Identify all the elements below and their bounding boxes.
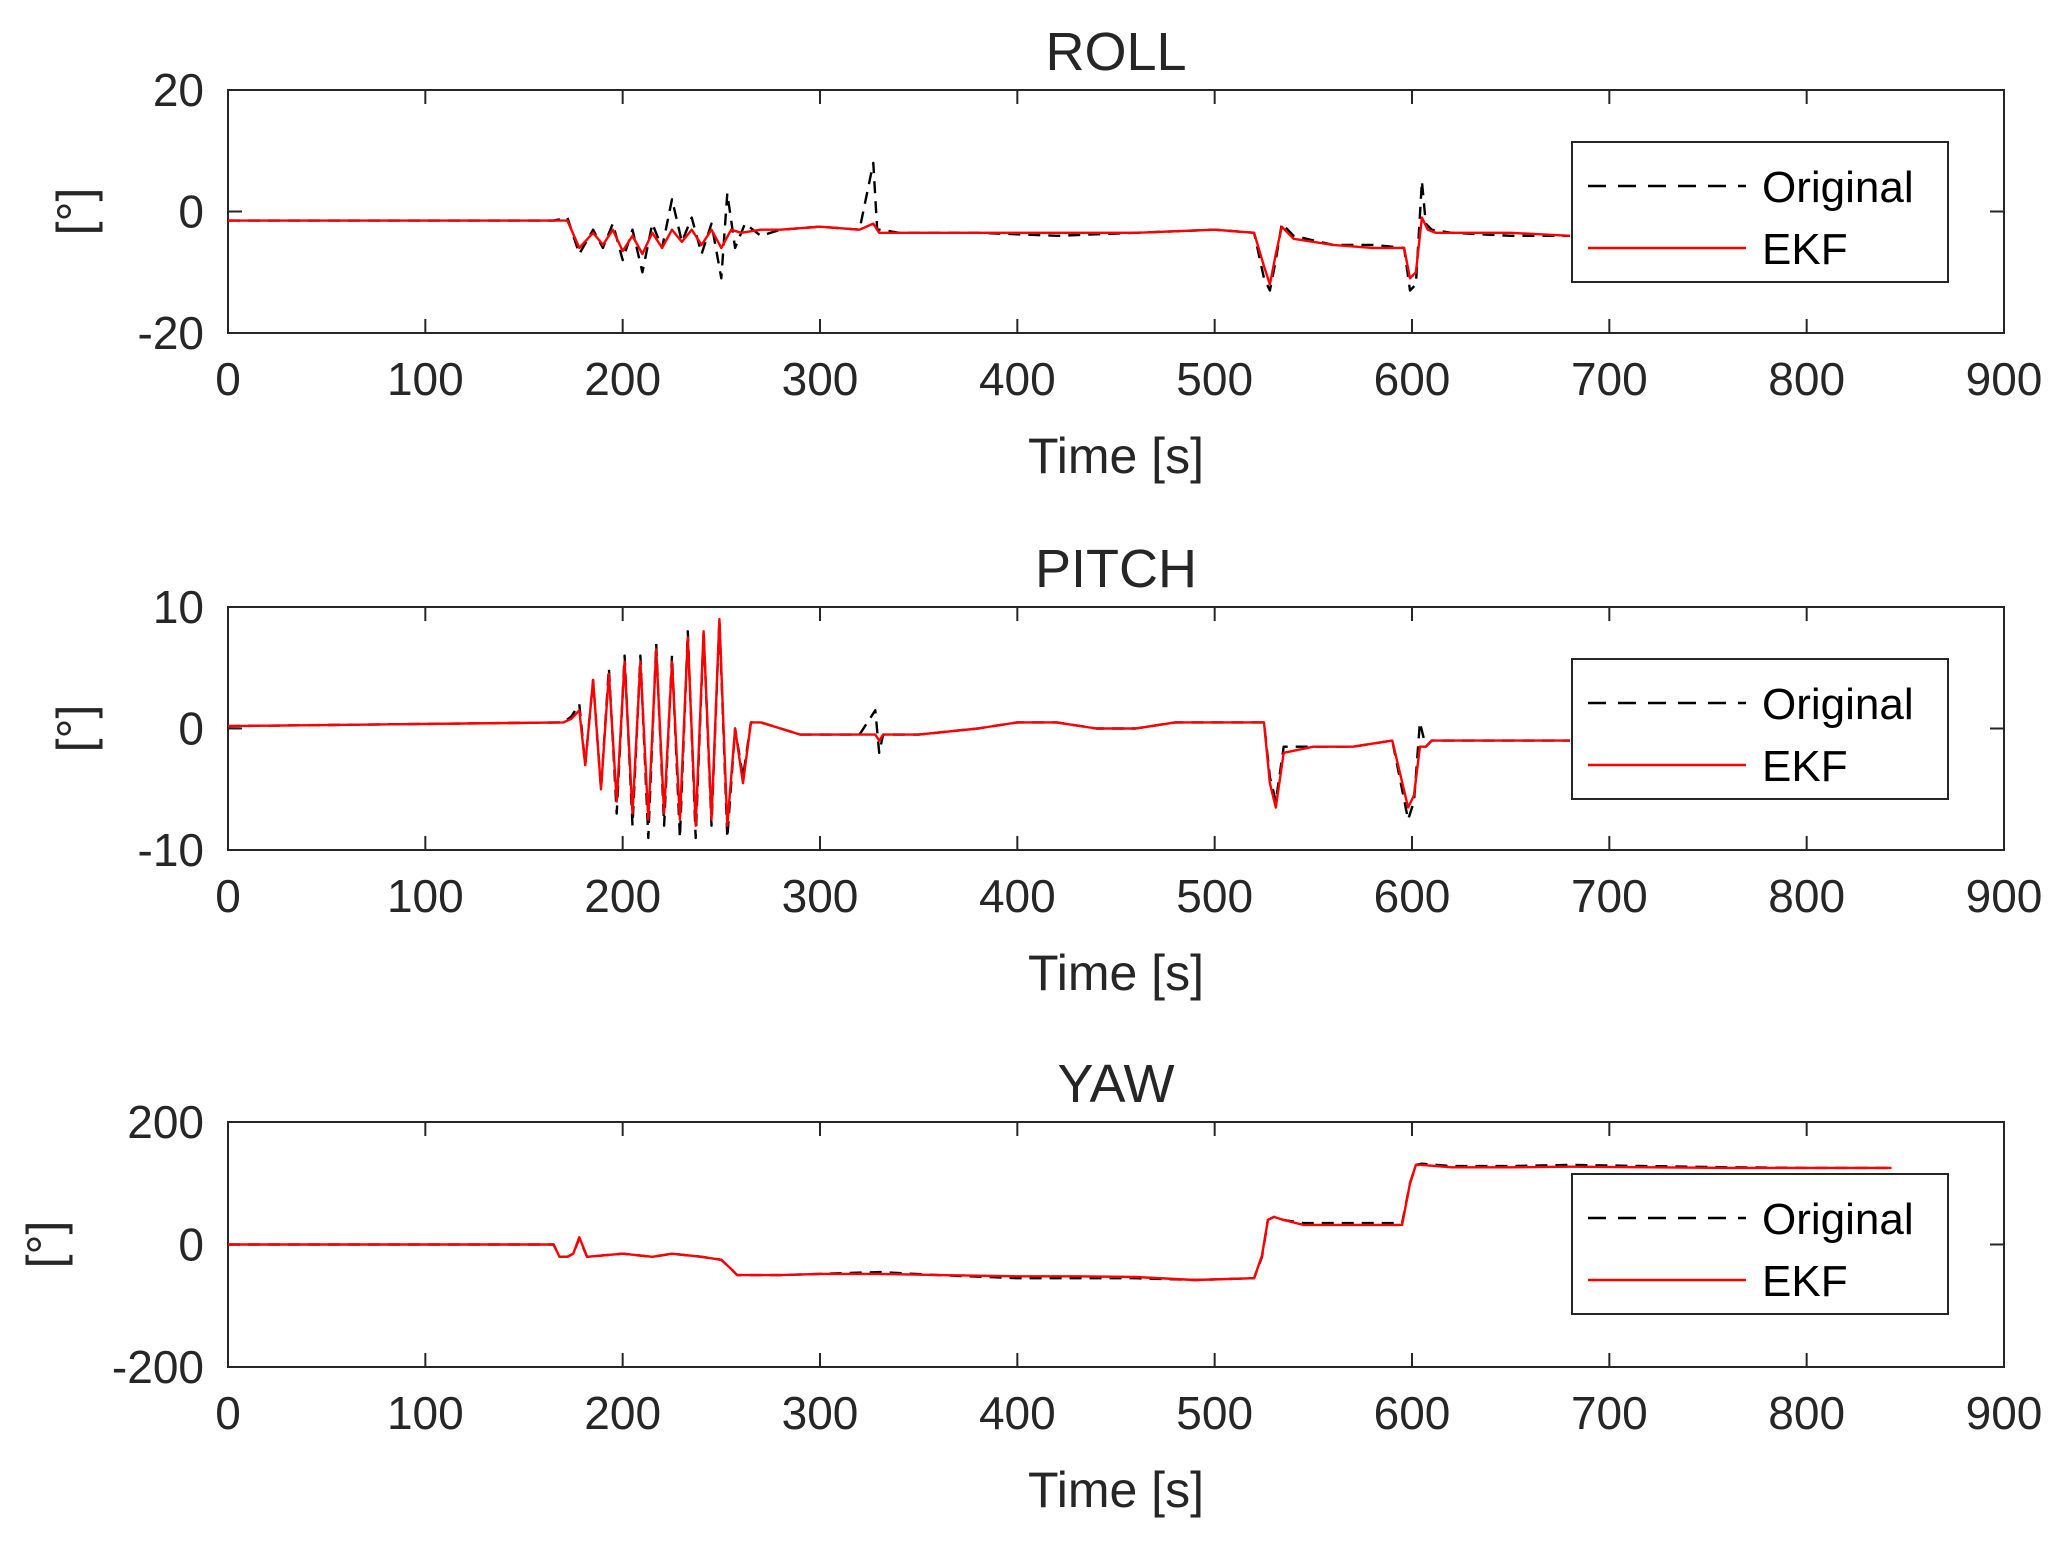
pitch-ytick-label: -10 — [138, 824, 204, 876]
pitch-legend-label-ekf: EKF — [1762, 742, 1848, 791]
yaw-xtick-label: 0 — [215, 1387, 241, 1439]
pitch-legend-label-original: Original — [1762, 680, 1914, 729]
roll-xtick-label: 400 — [979, 353, 1056, 405]
roll-xtick-label: 900 — [1966, 353, 2043, 405]
pitch-legend: Original EKF — [1571, 658, 1949, 800]
roll-legend-label-original: Original — [1762, 163, 1914, 212]
roll-series-ekf-line — [228, 216, 1570, 286]
pitch-ylabel: [°] — [47, 705, 103, 753]
pitch-xtick-label: 200 — [584, 870, 661, 922]
pitch-title: PITCH — [1035, 539, 1197, 599]
roll-xtick-label: 100 — [387, 353, 464, 405]
pitch-xtick-label: 600 — [1374, 870, 1451, 922]
pitch-xtick-label: 900 — [1966, 870, 2043, 922]
yaw-ytick-label: -200 — [112, 1341, 204, 1393]
roll-xtick-label: 300 — [782, 353, 859, 405]
pitch-xlabel: Time [s] — [1028, 945, 1204, 1001]
roll-xtick-label: 200 — [584, 353, 661, 405]
pitch-ytick-label: 0 — [178, 703, 204, 755]
roll-series-original-line — [228, 161, 1570, 292]
yaw-xtick-label: 900 — [1966, 1387, 2043, 1439]
roll-legend-label-ekf: EKF — [1762, 225, 1848, 274]
roll-ytick-label: 20 — [153, 64, 204, 116]
roll-ytick-label: 0 — [178, 186, 204, 238]
pitch-legend-box — [1571, 658, 1949, 800]
roll-xtick-label: 800 — [1768, 353, 1845, 405]
yaw-legend-label-ekf: EKF — [1762, 1257, 1848, 1306]
roll-xtick-label: 700 — [1571, 353, 1648, 405]
yaw-xtick-label: 700 — [1571, 1387, 1648, 1439]
yaw-ytick-label: 0 — [178, 1219, 204, 1271]
pitch-xtick-label: 300 — [782, 870, 859, 922]
roll-title: ROLL — [1045, 22, 1186, 82]
yaw-legend-label-original: Original — [1762, 1195, 1914, 1244]
yaw-ylabel: [°] — [17, 1221, 73, 1269]
yaw-legend-box — [1571, 1173, 1949, 1315]
roll-ylabel: [°] — [47, 188, 103, 236]
yaw-xtick-label: 100 — [387, 1387, 464, 1439]
yaw-ytick-label: 200 — [127, 1096, 204, 1148]
yaw-legend: Original EKF — [1571, 1173, 1949, 1315]
roll-xtick-label: 600 — [1374, 353, 1451, 405]
pitch-xtick-label: 100 — [387, 870, 464, 922]
roll-xtick-label: 0 — [215, 353, 241, 405]
yaw-xtick-label: 400 — [979, 1387, 1056, 1439]
yaw-xtick-label: 600 — [1374, 1387, 1451, 1439]
yaw-xtick-label: 300 — [782, 1387, 859, 1439]
roll-xlabel: Time [s] — [1028, 428, 1204, 484]
pitch-series-original-line — [228, 617, 1570, 840]
pitch-xtick-label: 0 — [215, 870, 241, 922]
yaw-title: YAW — [1058, 1054, 1175, 1114]
pitch-xtick-label: 700 — [1571, 870, 1648, 922]
roll-legend-box — [1571, 141, 1949, 283]
pitch-xtick-label: 400 — [979, 870, 1056, 922]
pitch-ytick-label: 10 — [153, 581, 204, 633]
pitch-series-ekf-line — [228, 617, 1570, 827]
pitch-xtick-label: 500 — [1176, 870, 1253, 922]
roll-legend: Original EKF — [1571, 141, 1949, 283]
yaw-xtick-label: 500 — [1176, 1387, 1253, 1439]
yaw-xtick-label: 200 — [584, 1387, 661, 1439]
pitch-xtick-label: 800 — [1768, 870, 1845, 922]
roll-ytick-label: -20 — [138, 307, 204, 359]
roll-xtick-label: 500 — [1176, 353, 1253, 405]
yaw-xlabel: Time [s] — [1028, 1462, 1204, 1518]
yaw-xtick-label: 800 — [1768, 1387, 1845, 1439]
yaw-series-ekf-line — [228, 1163, 1892, 1282]
